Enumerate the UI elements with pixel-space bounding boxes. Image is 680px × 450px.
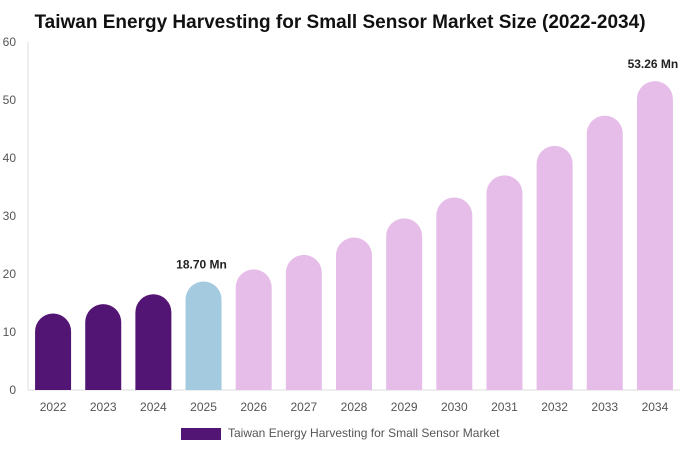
x-tick-label: 2027 [290, 400, 317, 414]
bars [35, 81, 673, 390]
x-tick-label: 2028 [341, 400, 368, 414]
x-tick-label: 2024 [140, 400, 167, 414]
bar-2029 [386, 218, 423, 390]
y-axis-ticks: 0 10 20 30 40 50 60 [3, 35, 17, 397]
x-tick-label: 2025 [190, 400, 217, 414]
bar-2028 [336, 237, 372, 390]
y-tick-label: 30 [3, 209, 17, 223]
x-tick-label: 2029 [391, 400, 418, 414]
data-label-2025: 18.70 Mn [176, 258, 227, 272]
bar-2025 [185, 281, 222, 390]
bar-2023 [85, 304, 122, 390]
legend-swatch [181, 428, 221, 440]
bar-2032 [536, 145, 573, 390]
x-tick-label: 2023 [90, 400, 117, 414]
y-tick-label: 40 [3, 151, 17, 165]
x-tick-label: 2031 [491, 400, 518, 414]
chart-title: Taiwan Energy Harvesting for Small Senso… [34, 12, 645, 33]
legend-label: Taiwan Energy Harvesting for Small Senso… [228, 426, 500, 440]
x-tick-label: 2032 [541, 400, 568, 414]
y-tick-label: 10 [3, 325, 17, 339]
y-tick-label: 60 [3, 35, 17, 49]
x-tick-label: 2033 [591, 400, 618, 414]
x-tick-label: 2022 [40, 400, 67, 414]
x-tick-label: 2030 [441, 400, 468, 414]
data-label-2034: 53.26 Mn [628, 57, 679, 71]
bar-2033 [586, 115, 623, 390]
bar-2024 [135, 294, 172, 390]
legend: Taiwan Energy Harvesting for Small Senso… [181, 426, 500, 440]
x-tick-label: 2026 [240, 400, 267, 414]
bar-2027 [285, 254, 322, 390]
bar-2034 [636, 81, 673, 390]
y-tick-label: 0 [9, 383, 16, 397]
bar-2031 [486, 175, 523, 390]
data-labels: 18.70 Mn 53.26 Mn [176, 57, 678, 271]
bar-2026 [235, 269, 272, 390]
y-tick-label: 20 [3, 267, 17, 281]
x-axis-ticks: 2022 2023 2024 2025 2026 2027 2028 2029 2030 2031… [40, 400, 669, 414]
bar-2022 [35, 313, 72, 390]
y-tick-label: 50 [3, 93, 17, 107]
bar-2030 [436, 197, 473, 390]
x-tick-label: 2034 [642, 400, 669, 414]
